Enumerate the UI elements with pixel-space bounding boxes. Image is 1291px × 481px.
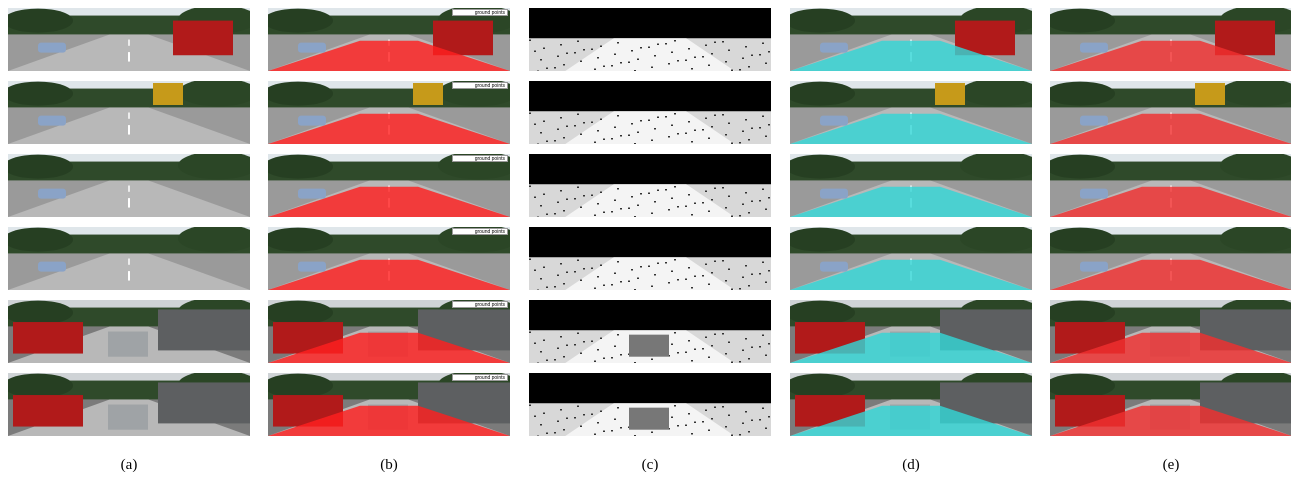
scene-photo — [8, 227, 250, 290]
legend-label: ground points — [452, 155, 508, 162]
road-image: ground points — [268, 8, 510, 71]
scene-photo — [529, 81, 771, 144]
image-column-1 — [8, 8, 250, 446]
road-image — [529, 154, 771, 217]
scene-photo — [8, 81, 250, 144]
road-image — [529, 300, 771, 363]
scene-photo — [1050, 373, 1291, 436]
road-image — [8, 227, 250, 290]
scene-photo — [529, 300, 771, 363]
road-image — [790, 300, 1032, 363]
subfigure-caption: (e) — [1162, 457, 1180, 473]
legend-label: ground points — [452, 301, 508, 308]
road-image — [1050, 8, 1291, 71]
scene-photo — [8, 8, 250, 71]
road-image: ground points — [268, 154, 510, 217]
road-image: ground points — [268, 300, 510, 363]
road-image — [529, 81, 771, 144]
road-image — [790, 8, 1032, 71]
image-column-4 — [790, 8, 1032, 446]
scene-photo — [790, 373, 1032, 436]
road-image — [529, 8, 771, 71]
subfigure-caption: (a) — [120, 457, 138, 473]
scene-photo — [268, 300, 510, 363]
scene-photo — [529, 8, 771, 71]
scene-photo — [790, 8, 1032, 71]
road-image — [790, 373, 1032, 436]
scene-photo — [529, 227, 771, 290]
scene-photo — [529, 154, 771, 217]
scene-photo — [8, 373, 250, 436]
subfigure-caption: (c) — [641, 457, 659, 473]
scene-photo — [790, 154, 1032, 217]
road-image — [8, 300, 250, 363]
scene-photo — [268, 154, 510, 217]
road-image — [8, 154, 250, 217]
scene-photo — [1050, 8, 1291, 71]
scene-photo — [8, 154, 250, 217]
legend-label: ground points — [452, 374, 508, 381]
road-image: ground points — [268, 373, 510, 436]
legend-label: ground points — [452, 228, 508, 235]
road-image — [790, 227, 1032, 290]
scene-photo — [268, 373, 510, 436]
scene-photo — [529, 373, 771, 436]
scene-photo — [790, 227, 1032, 290]
scene-photo — [268, 8, 510, 71]
road-image — [8, 81, 250, 144]
road-image: ground points — [268, 227, 510, 290]
scene-photo — [8, 300, 250, 363]
image-column-2: ground points ground points ground points g… — [268, 8, 510, 446]
scene-photo — [790, 81, 1032, 144]
road-image — [529, 373, 771, 436]
road-image — [8, 8, 250, 71]
image-column-5 — [1050, 8, 1291, 446]
road-image — [790, 154, 1032, 217]
scene-photo — [1050, 81, 1291, 144]
legend-label: ground points — [452, 9, 508, 16]
road-image — [1050, 300, 1291, 363]
road-image — [1050, 373, 1291, 436]
subfigure-caption: (b) — [380, 457, 398, 473]
road-image — [790, 81, 1032, 144]
scene-photo — [790, 300, 1032, 363]
road-image — [1050, 81, 1291, 144]
subfigure-caption: (d) — [902, 457, 920, 473]
scene-photo — [1050, 300, 1291, 363]
scene-photo — [1050, 227, 1291, 290]
scene-photo — [268, 227, 510, 290]
legend-label: ground points — [452, 82, 508, 89]
road-image — [8, 373, 250, 436]
scene-photo — [268, 81, 510, 144]
scene-photo — [1050, 154, 1291, 217]
road-image — [529, 227, 771, 290]
road-image — [1050, 227, 1291, 290]
road-image — [1050, 154, 1291, 217]
image-column-3 — [529, 8, 771, 446]
road-image: ground points — [268, 81, 510, 144]
